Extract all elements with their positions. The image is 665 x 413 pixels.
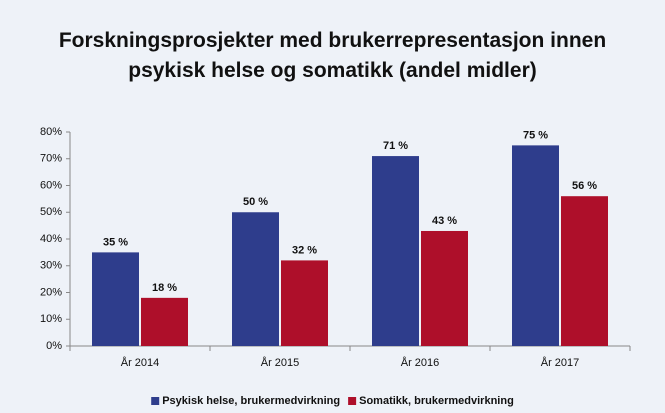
y-tick-label: 10% xyxy=(40,313,62,325)
x-tick-label: År 2017 xyxy=(541,356,580,369)
value-label: 35 % xyxy=(103,236,128,248)
bar xyxy=(561,196,608,346)
chart-title: Forskningsprosjekter med brukerrepresent… xyxy=(58,29,607,82)
value-label: 32 % xyxy=(292,244,317,256)
y-tick-label: 60% xyxy=(40,179,62,191)
bar xyxy=(512,145,559,346)
bar xyxy=(421,230,468,346)
y-tick-label: 30% xyxy=(40,260,62,272)
y-tick-label: 70% xyxy=(40,153,62,165)
y-tick-label: 40% xyxy=(40,233,62,245)
x-tick-label: År 2014 xyxy=(121,356,160,369)
legend-label: Somatikk, brukermedvirkning xyxy=(359,395,514,407)
bar xyxy=(141,297,188,346)
legend-label: Psykisk helse, brukermedvirkning xyxy=(162,395,340,407)
x-tick-label: År 2015 xyxy=(261,356,300,369)
bar xyxy=(281,260,328,346)
value-label: 56 % xyxy=(572,180,597,192)
bar xyxy=(92,252,139,346)
y-tick-label: 20% xyxy=(40,286,62,298)
y-tick-label: 0% xyxy=(46,340,62,352)
value-label: 50 % xyxy=(243,196,268,208)
value-label: 18 % xyxy=(152,282,177,294)
y-tick-label: 80% xyxy=(40,126,62,138)
y-tick-label: 50% xyxy=(40,206,62,218)
value-label: 75 % xyxy=(523,129,548,141)
value-label: 71 % xyxy=(383,140,408,152)
legend-swatch xyxy=(151,397,160,405)
value-label: 43 % xyxy=(432,215,457,227)
legend-swatch xyxy=(348,397,357,405)
bar xyxy=(372,156,419,346)
bar xyxy=(232,212,279,346)
x-tick-label: År 2016 xyxy=(401,356,440,369)
